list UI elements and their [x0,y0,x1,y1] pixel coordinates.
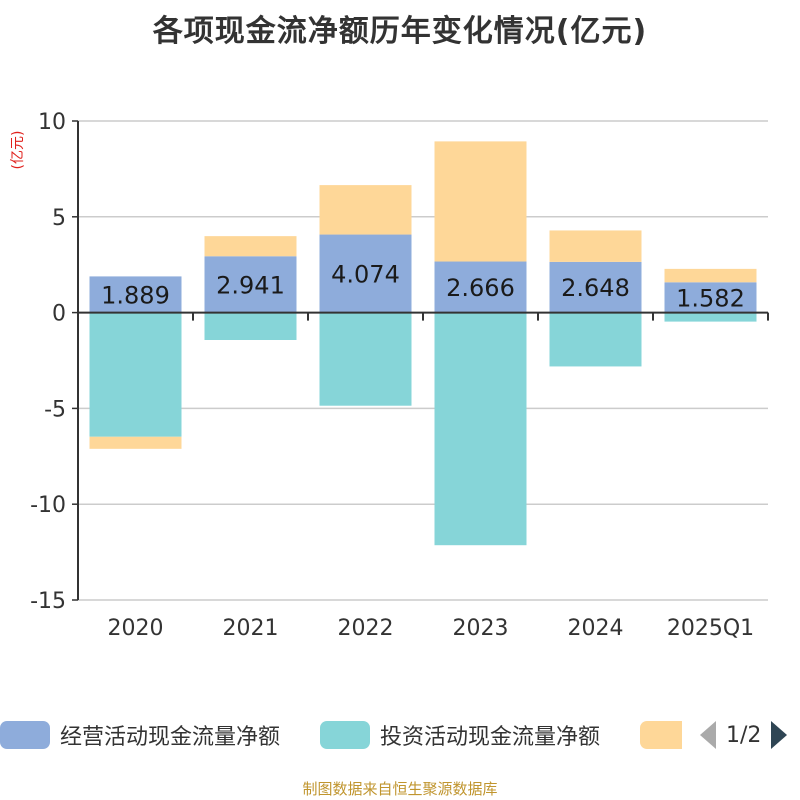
legend-item-investing[interactable]: 投资活动现金流量净额 [320,718,600,752]
legend-label-operating: 经营活动现金流量净额 [60,725,281,750]
x-tick-label: 2024 [568,616,624,641]
chart-canvas: 10 5 0 -5 -10 -15 2020 2021 2022 2023 2024 2025Q1 1… [30,110,769,641]
bar-series-1-2021[interactable] [204,312,297,340]
legend-pager: 1/2 [700,718,788,752]
bars [89,141,757,546]
legend-swatch-operating [0,721,50,749]
bar-series-2-2023[interactable] [434,141,527,262]
x-tick-label: 2023 [453,616,509,641]
y-tick-label: 0 [52,302,66,327]
legend-next-icon[interactable] [771,721,788,749]
bar-series-0-2023[interactable] [434,261,527,313]
x-tick-label: 2025Q1 [667,616,754,641]
bar-series-0-2022[interactable] [319,234,412,313]
bar-series-2-2020[interactable] [89,436,182,449]
bar-series-1-2025Q1[interactable] [664,312,757,322]
legend-item-operating[interactable]: 经营活动现金流量净额 [0,718,280,752]
legend: 经营活动现金流量净额 投资活动现金流量净额 1/2 [0,718,800,752]
legend-swatch-financing [640,721,682,749]
bar-value-label: 2.941 [216,271,285,299]
grid-lines [78,120,768,601]
bar-series-0-2021[interactable] [204,256,297,313]
y-tick-label: 5 [52,206,66,231]
bar-series-2-2024[interactable] [549,230,642,262]
y-tick-label: 10 [38,110,66,135]
legend-prev-icon[interactable] [700,721,716,749]
y-tick-label: -5 [44,397,66,422]
legend-label-investing: 投资活动现金流量净额 [380,725,601,750]
x-tick-label: 2022 [338,616,394,641]
y-tick-label: -15 [30,589,66,614]
bar-series-0-2024[interactable] [549,261,642,313]
axes: 10 5 0 -5 -10 -15 2020 2021 2022 2023 2024 2025Q1 [30,110,769,641]
y-tick-label: -10 [30,493,66,518]
data-source-note: 制图数据来自恒生聚源数据库 [302,780,498,798]
bar-series-0-2025Q1[interactable] [664,282,757,313]
x-tick-label: 2020 [108,616,164,641]
chart-title: 各项现金流净额历年变化情况(亿元) [152,14,648,49]
x-tick-label: 2021 [223,616,279,641]
bar-series-2-2025Q1[interactable] [664,268,757,283]
bar-series-2-2021[interactable] [204,236,297,257]
bar-series-1-2020[interactable] [89,312,182,437]
bar-series-0-2020[interactable] [89,276,182,313]
bar-value-label: 4.074 [331,261,400,289]
bar-value-label: 2.648 [561,274,630,302]
bar-value-label: 1.889 [101,282,170,310]
data-labels: 1.889 2.941 4.074 2.666 2.648 1.582 [101,261,745,313]
legend-swatch-investing [320,721,370,749]
legend-page-indicator: 1/2 [726,722,762,748]
bar-value-label: 1.582 [676,284,745,312]
bar-value-label: 2.666 [446,274,515,302]
bar-series-1-2024[interactable] [549,312,642,367]
legend-item-financing[interactable] [640,718,692,752]
bar-series-1-2022[interactable] [319,312,412,406]
bar-series-1-2023[interactable] [434,312,527,546]
bar-series-2-2022[interactable] [319,185,412,235]
